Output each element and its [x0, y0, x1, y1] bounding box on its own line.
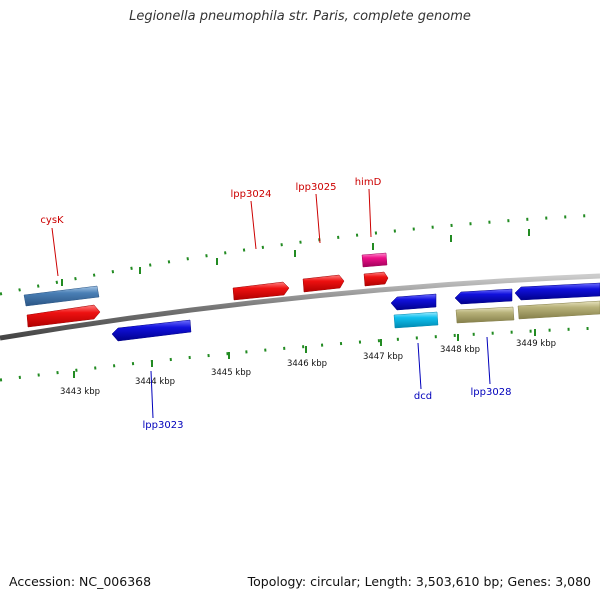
- scale-label: 3443 kbp: [60, 387, 100, 397]
- genome-backbone: [0, 273, 600, 341]
- gene-lpp3024[interactable]: [232, 281, 290, 301]
- gene-himd[interactable]: [363, 271, 389, 287]
- gene-lpp3025[interactable]: [302, 274, 345, 293]
- outer-dot-arc: [0, 213, 600, 296]
- gene-khaki[interactable]: [455, 306, 515, 324]
- gene-cyan[interactable]: [393, 311, 439, 329]
- gene-lpp3023[interactable]: [111, 319, 192, 342]
- inner-dot-arc: [0, 326, 600, 382]
- scale-label: 3448 kbp: [440, 345, 480, 355]
- gene-dcd[interactable]: [390, 293, 437, 311]
- scale-labels: 3443 kbp 3444 kbp 3445 kbp 3446 kbp 3447…: [60, 339, 556, 397]
- forward-strand-genes[interactable]: [23, 252, 389, 328]
- topology-text: Topology: circular; Length: 3,503,610 bp…: [247, 574, 591, 589]
- gene-khaki-right[interactable]: [517, 300, 600, 320]
- gene-label-lpp3024[interactable]: lpp3024: [231, 189, 272, 200]
- reverse-strand-genes[interactable]: [111, 282, 600, 342]
- inner-major-ticks: [73, 329, 536, 378]
- outer-major-ticks: [61, 229, 530, 286]
- gene-label-lpp3028[interactable]: lpp3028: [471, 387, 512, 398]
- gene-label-dcd[interactable]: dcd: [414, 391, 432, 402]
- leader-dcd: [417, 342, 422, 390]
- leader-lpp3025: [315, 193, 321, 244]
- gene-label-cysk[interactable]: cysK: [40, 215, 64, 226]
- accession-text: Accession: NC_006368: [9, 574, 152, 589]
- leader-cysk: [51, 227, 59, 277]
- gene-blue-right[interactable]: [514, 282, 600, 301]
- leader-lpp3024: [250, 200, 257, 250]
- gene-label-himd[interactable]: himD: [355, 177, 382, 188]
- label-leaders: [51, 188, 491, 419]
- leader-himd: [368, 188, 372, 238]
- gene-label-lpp3023[interactable]: lpp3023: [143, 420, 184, 431]
- leader-lpp3023: [150, 370, 154, 419]
- gene-steel[interactable]: [23, 285, 100, 307]
- scale-dots: [0, 213, 600, 382]
- gene-cysk[interactable]: [26, 304, 101, 328]
- scale-label: 3447 kbp: [363, 352, 403, 362]
- map-title: Legionella pneumophila str. Paris, compl…: [129, 9, 471, 24]
- gene-himd-pink[interactable]: [361, 252, 388, 268]
- scale-label: 3446 kbp: [287, 359, 327, 369]
- scale-label: 3449 kbp: [516, 339, 556, 349]
- scale-label: 3444 kbp: [135, 377, 175, 387]
- scale-label: 3445 kbp: [211, 368, 251, 378]
- gene-label-lpp3025[interactable]: lpp3025: [296, 182, 337, 193]
- gene-labels: cysK lpp3024 lpp3025 himD lpp3023 dcd lp…: [40, 177, 511, 431]
- gene-lpp3028[interactable]: [454, 288, 513, 305]
- leader-lpp3028: [486, 336, 491, 385]
